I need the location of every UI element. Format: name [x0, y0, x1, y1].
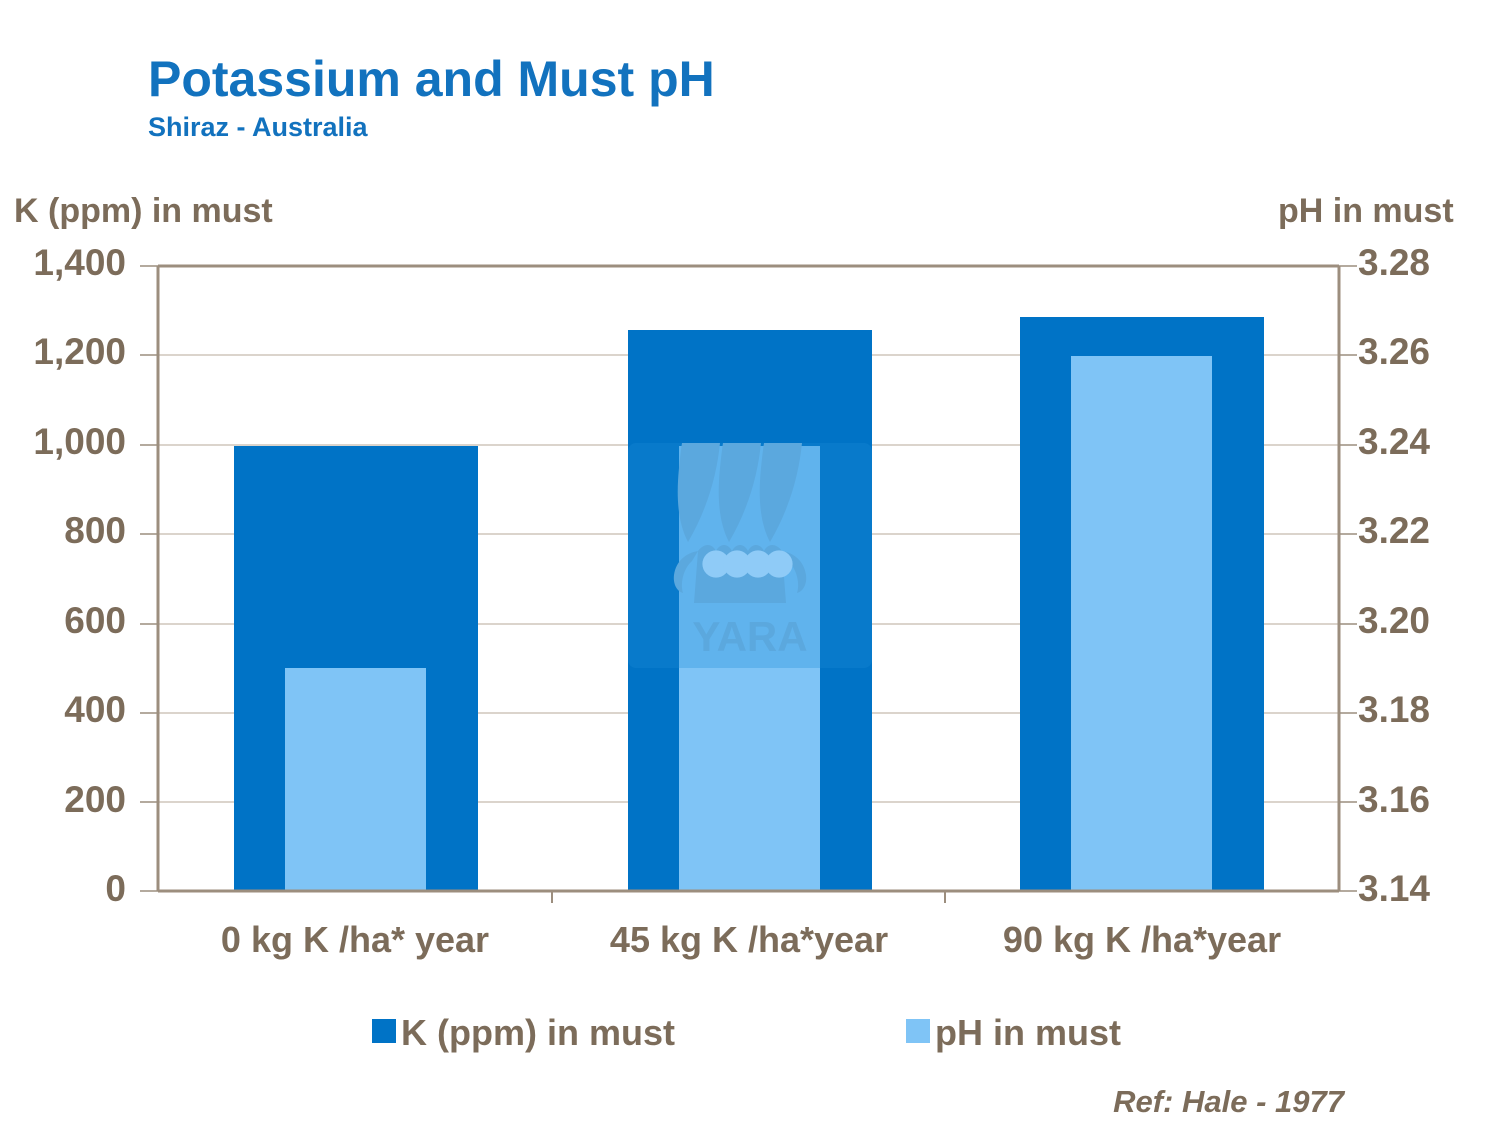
svg-text:0 kg K /ha* year: 0 kg K /ha* year: [221, 919, 489, 960]
svg-text:3.14: 3.14: [1358, 868, 1430, 909]
svg-text:K (ppm) in must: K (ppm) in must: [401, 1012, 675, 1053]
svg-text:1,200: 1,200: [33, 331, 126, 372]
svg-text:Ref: Hale - 1977: Ref: Hale - 1977: [1113, 1084, 1346, 1119]
svg-text:800: 800: [64, 510, 126, 551]
svg-text:90 kg K /ha*year: 90 kg K /ha*year: [1003, 919, 1281, 960]
svg-text:3.24: 3.24: [1358, 421, 1430, 462]
svg-text:200: 200: [64, 779, 126, 820]
svg-text:0: 0: [105, 868, 126, 909]
svg-text:3.16: 3.16: [1358, 779, 1430, 820]
svg-text:3.22: 3.22: [1358, 510, 1430, 551]
svg-text:3.28: 3.28: [1358, 242, 1430, 283]
svg-text:600: 600: [64, 600, 126, 641]
svg-text:pH in must: pH in must: [935, 1012, 1121, 1053]
svg-text:YARA: YARA: [692, 613, 807, 660]
svg-text:3.20: 3.20: [1358, 600, 1430, 641]
svg-text:3.26: 3.26: [1358, 331, 1430, 372]
svg-text:45 kg K /ha*year: 45 kg K /ha*year: [610, 919, 888, 960]
svg-text:3.18: 3.18: [1358, 689, 1430, 730]
svg-text:1,000: 1,000: [33, 421, 126, 462]
svg-text:400: 400: [64, 689, 126, 730]
svg-text:1,400: 1,400: [33, 242, 126, 283]
